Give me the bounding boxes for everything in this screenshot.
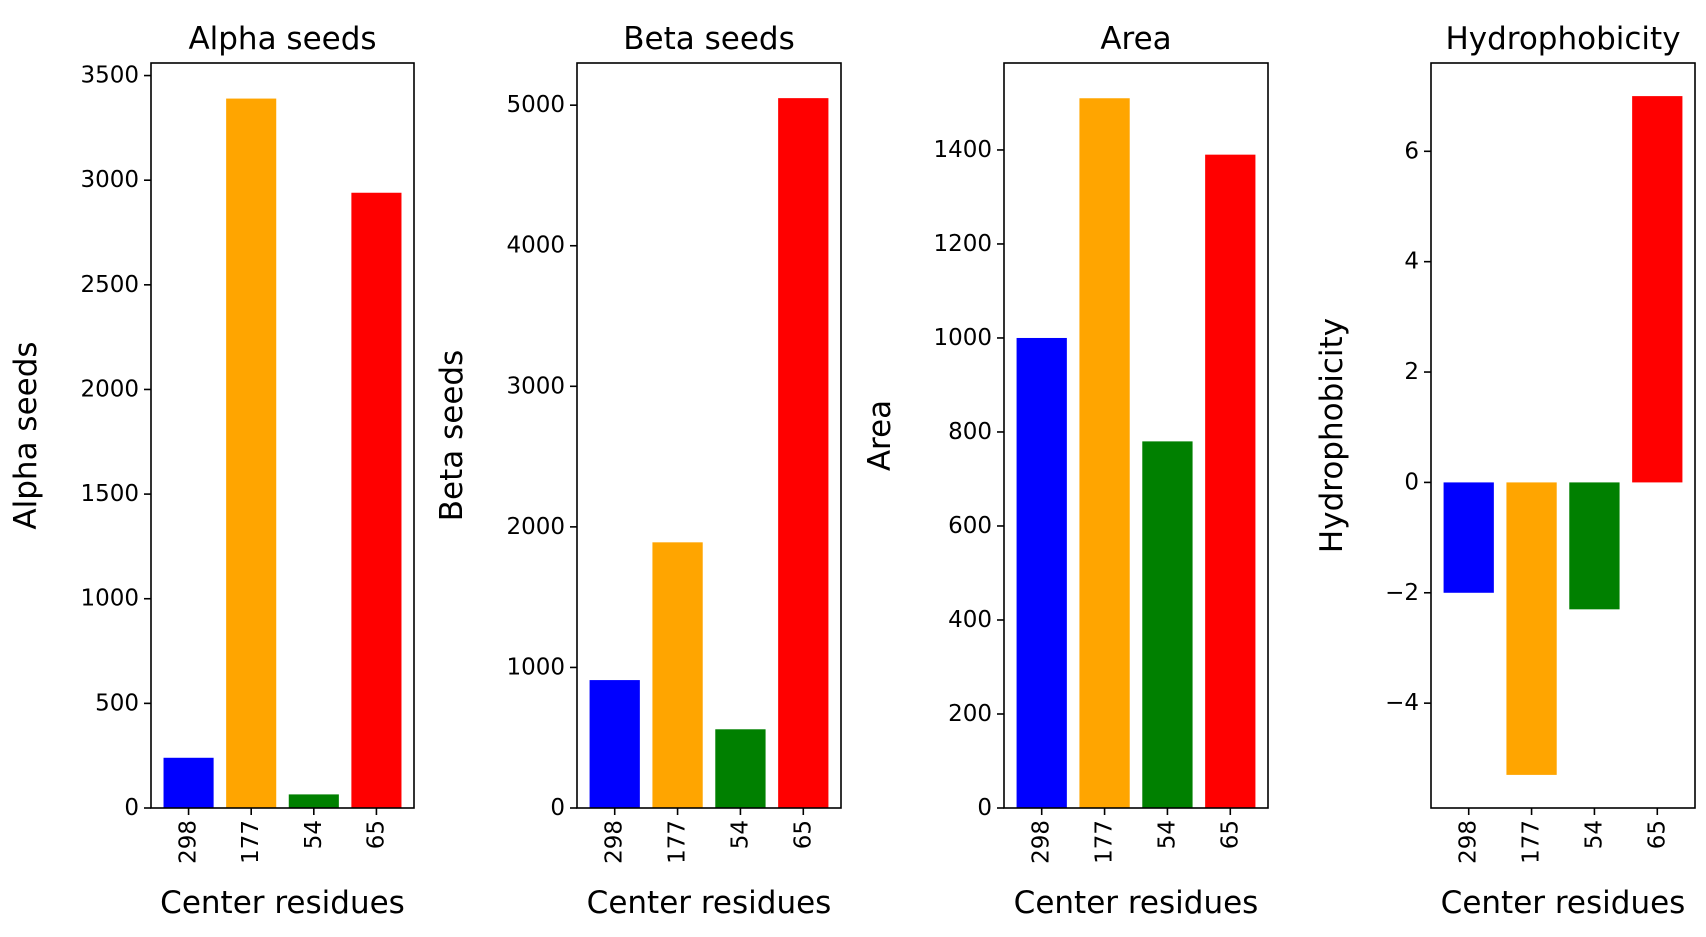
y-tick-label: 1400 <box>933 137 992 163</box>
bar-298 <box>1443 482 1494 593</box>
y-tick-label: 4000 <box>506 233 565 259</box>
plot-frame <box>1003 62 1269 809</box>
chart-title: Hydrophobicity <box>1445 21 1680 57</box>
chart-panel-2: 0 1000 2000 3000 4000 5000 298 177 54 65 Beta seed… <box>434 21 842 921</box>
x-tick-label: 54 <box>727 820 753 849</box>
chart-title: Beta seeds <box>623 21 794 57</box>
y-tick-label: 800 <box>948 419 992 445</box>
x-tick-label: 54 <box>1581 820 1607 849</box>
bar-177 <box>226 98 277 808</box>
bar-54 <box>288 794 339 808</box>
chart-title: Alpha seeds <box>188 21 376 57</box>
y-tick-label: 0 <box>977 795 992 821</box>
y-tick-label: 0 <box>1404 469 1419 495</box>
y-tick-label: 1200 <box>933 231 992 257</box>
y-tick-label: 2000 <box>80 376 139 402</box>
y-tick-label: 1000 <box>933 325 992 351</box>
plot-frame <box>150 62 415 809</box>
x-tick-label: 65 <box>363 820 389 849</box>
x-tick-label: 177 <box>665 820 691 864</box>
bar-65 <box>778 98 829 809</box>
y-axis-label: Beta seeds <box>434 350 470 521</box>
y-tick-label: 4 <box>1404 249 1419 275</box>
y-tick-label: 500 <box>95 690 139 716</box>
chart-panel-1: 0 500 1000 1500 2000 2500 3000 3500 298 177 54 65 Al… <box>8 21 415 921</box>
y-tick-label: 600 <box>948 513 992 539</box>
bar-65 <box>1632 96 1683 483</box>
plot-frame <box>1430 62 1696 809</box>
y-tick-label: 2500 <box>80 272 139 298</box>
y-axis-label: Area <box>862 400 898 471</box>
x-tick-label: 298 <box>1029 820 1055 864</box>
x-tick-label: 298 <box>602 820 628 864</box>
y-axis-label: Hydrophobicity <box>1314 318 1350 553</box>
chart-title: Area <box>1100 21 1171 57</box>
bar-177 <box>652 542 703 808</box>
bar-298 <box>1016 337 1067 808</box>
bar-298 <box>589 680 640 808</box>
bar-65 <box>1205 154 1256 809</box>
x-tick-label: 177 <box>1519 820 1545 864</box>
x-tick-label: 65 <box>1217 820 1243 849</box>
y-tick-label: 400 <box>948 607 992 633</box>
x-axis-label: Center residues <box>587 885 832 921</box>
y-tick-label: 3000 <box>506 373 565 399</box>
x-tick-label: 177 <box>238 820 264 864</box>
x-tick-label: 65 <box>790 820 816 849</box>
x-axis-label: Center residues <box>1441 885 1686 921</box>
bar-177 <box>1079 98 1130 808</box>
bar-298 <box>163 757 214 808</box>
bar-177 <box>1506 482 1557 775</box>
plot-frame <box>576 62 842 809</box>
bar-54 <box>715 729 766 808</box>
y-tick-label: 1000 <box>506 654 565 680</box>
x-tick-label: 65 <box>1644 820 1670 849</box>
y-tick-label: 2 <box>1404 359 1419 385</box>
chart-panel-4: −4 −2 0 2 4 6 298 177 54 65 Hydrophobicity Center r… <box>1314 21 1696 921</box>
chart-panel-3: 0 200 400 600 800 1000 1200 1400 298 177 54 65 Area C… <box>862 21 1269 921</box>
y-tick-label: 1000 <box>80 586 139 612</box>
y-tick-label: 3500 <box>80 63 139 89</box>
bar-54 <box>1142 441 1193 808</box>
bar-54 <box>1569 482 1620 610</box>
x-tick-label: 177 <box>1092 820 1118 864</box>
y-tick-label: 5000 <box>506 92 565 118</box>
y-tick-label: −2 <box>1385 580 1419 606</box>
y-axis-label: Alpha seeds <box>8 341 44 529</box>
x-axis-label: Center residues <box>160 885 405 921</box>
x-tick-label: 54 <box>1154 820 1180 849</box>
y-tick-label: 200 <box>948 701 992 727</box>
y-tick-label: 1500 <box>80 481 139 507</box>
y-tick-label: 3000 <box>80 167 139 193</box>
y-tick-label: −4 <box>1385 690 1419 716</box>
bar-65 <box>351 192 402 808</box>
y-tick-label: 2000 <box>506 514 565 540</box>
x-tick-label: 298 <box>1456 820 1482 864</box>
x-axis-label: Center residues <box>1014 885 1259 921</box>
y-tick-label: 0 <box>550 795 565 821</box>
y-tick-label: 6 <box>1404 138 1419 164</box>
y-tick-label: 0 <box>124 795 139 821</box>
x-tick-label: 54 <box>301 820 327 849</box>
x-tick-label: 298 <box>176 820 202 864</box>
